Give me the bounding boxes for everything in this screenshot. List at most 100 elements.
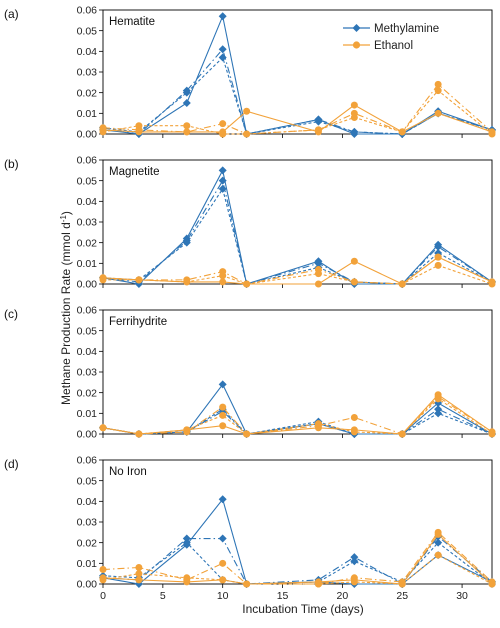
data-point-methylamine: [350, 553, 359, 562]
data-point-ethanol: [135, 563, 143, 571]
data-point-ethanol: [350, 101, 358, 109]
data-point-methylamine: [182, 538, 191, 547]
series-line-methylamine-dashed: [102, 541, 493, 585]
data-point-methylamine: [434, 242, 443, 251]
x-tick-label: 25: [396, 590, 408, 602]
series-line-ethanol-solid: [102, 104, 493, 133]
data-point-ethanol: [434, 253, 442, 261]
series-line-methylamine-dashdot: [102, 408, 493, 435]
panel-label: (a): [4, 7, 19, 21]
data-point-ethanol: [350, 278, 358, 286]
data-point-ethanol: [434, 87, 442, 95]
data-point-methylamine: [314, 259, 323, 268]
series-line-methylamine-solid: [102, 168, 493, 285]
data-point-ethanol: [350, 413, 358, 421]
y-tick-label: 0.02: [77, 537, 98, 549]
y-tick-label: 0.05: [77, 25, 98, 37]
series-line-ethanol-dashed: [102, 398, 493, 435]
y-axis-title: Methane Production Rate (mmol d-1): [59, 211, 73, 405]
data-point-methylamine: [434, 538, 443, 547]
y-tick-label: 0.06: [77, 455, 98, 467]
data-point-ethanol: [243, 130, 251, 138]
data-point-ethanol: [243, 107, 251, 115]
data-point-ethanol: [135, 576, 143, 584]
y-tick-label: 0.02: [77, 237, 98, 249]
data-point-ethanol: [398, 128, 406, 136]
panel-title: Hematite: [109, 16, 155, 28]
x-axis-title: Incubation Time (days): [242, 602, 363, 616]
data-point-ethanol: [99, 576, 107, 584]
data-point-methylamine: [350, 557, 359, 566]
data-point-methylamine: [218, 166, 227, 175]
data-point-ethanol: [488, 280, 496, 288]
y-tick-label: 0.01: [77, 558, 98, 570]
data-point-ethanol: [99, 424, 107, 432]
data-point-methylamine: [182, 534, 191, 543]
y-tick-label: 0.01: [77, 258, 98, 270]
y-tick-label: 0.01: [77, 108, 98, 120]
series-line-ethanol-solid: [102, 533, 493, 585]
x-tick-label: 20: [337, 590, 349, 602]
data-point-ethanol: [350, 428, 358, 436]
x-tick-label: 30: [456, 590, 468, 602]
y-axis-title-superscript: -1: [59, 215, 68, 223]
series-line-ethanol-dashdot: [102, 531, 493, 585]
data-point-ethanol: [219, 559, 227, 567]
data-point-ethanol: [219, 120, 227, 128]
series-line-ethanol-dashdot: [102, 83, 493, 135]
data-point-ethanol: [135, 570, 143, 578]
data-point-ethanol: [350, 257, 358, 265]
x-tick-label: 5: [160, 590, 166, 602]
y-tick-label: 0.06: [77, 155, 98, 167]
data-point-ethanol: [314, 280, 322, 288]
series-line-methylamine-dashed: [102, 408, 493, 435]
y-tick-label: 0.01: [77, 408, 98, 420]
series-line-methylamine-dashdot: [102, 535, 493, 585]
data-point-ethanol: [219, 403, 227, 411]
data-point-methylamine: [218, 53, 227, 62]
data-point-ethanol: [398, 580, 406, 588]
data-point-methylamine: [218, 184, 227, 193]
data-point-ethanol: [434, 395, 442, 403]
y-tick-label: 0.00: [77, 129, 98, 141]
data-point-methylamine: [434, 409, 443, 418]
data-point-ethanol: [398, 430, 406, 438]
data-point-ethanol: [314, 126, 322, 134]
series-line-methylamine-dashed: [102, 187, 493, 285]
y-tick-label: 0.04: [77, 346, 98, 358]
y-tick-label: 0.05: [77, 175, 98, 187]
data-point-methylamine: [218, 495, 227, 504]
x-tick-label: 15: [277, 590, 289, 602]
series-line-ethanol-dashed: [103, 264, 493, 285]
data-point-ethanol: [99, 566, 107, 574]
data-point-methylamine: [314, 117, 323, 126]
data-point-methylamine: [218, 380, 227, 389]
y-tick-label: 0.06: [77, 5, 98, 17]
panel-label: (c): [4, 307, 18, 321]
data-point-ethanol: [135, 430, 143, 438]
data-point-ethanol: [434, 80, 442, 88]
data-point-ethanol: [434, 551, 442, 559]
y-tick-label: 0.00: [77, 429, 98, 441]
data-point-ethanol: [219, 411, 227, 419]
y-tick-label: 0.00: [77, 279, 98, 291]
data-point-ethanol: [488, 580, 496, 588]
data-point-methylamine: [182, 99, 191, 107]
data-point-ethanol: [135, 276, 143, 284]
legend: Methylamine Ethanol: [343, 23, 439, 52]
data-point-methylamine: [218, 45, 227, 54]
y-tick-label: 0.05: [77, 325, 98, 337]
data-point-ethanol: [434, 261, 442, 269]
data-point-ethanol: [434, 109, 442, 117]
series-line-ethanol-dashdot: [102, 396, 493, 435]
data-point-ethanol: [219, 130, 227, 138]
data-point-ethanol: [99, 276, 107, 284]
panel-1: 0.00 0.01 0.02 0.03 0.04 0.05 0.06 (a) Hematite: [4, 5, 496, 141]
data-point-methylamine: [182, 88, 191, 97]
data-point-ethanol: [350, 578, 358, 586]
x-tick-label: 10: [217, 590, 229, 602]
legend-marker-ethanol: [352, 41, 361, 49]
panel-title: No Iron: [109, 466, 147, 478]
series-line-methylamine-dashdot: [102, 48, 493, 135]
